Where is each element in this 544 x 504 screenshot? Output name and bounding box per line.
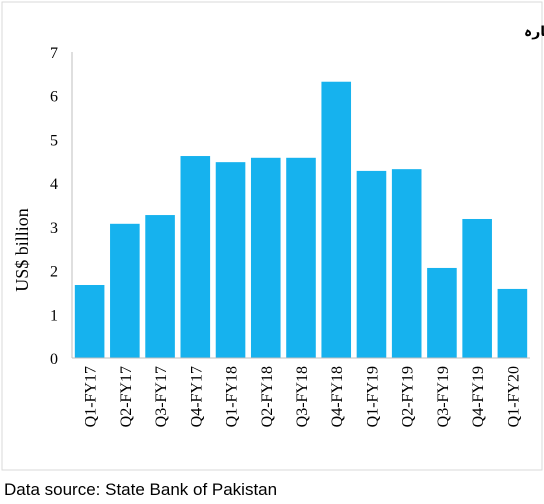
x-tick-label: Q1-FY20: [505, 366, 522, 427]
bar: [74, 284, 105, 358]
x-tick-label: Q4-FY18: [329, 366, 346, 427]
x-tick-label: Q1-FY19: [364, 366, 381, 427]
x-tick-label: Q3-FY18: [294, 366, 311, 427]
y-axis-label: US$ billion: [12, 208, 32, 292]
y-tick-label: 1: [50, 307, 58, 324]
bar: [250, 157, 281, 358]
x-tick-label: Q4-FY19: [470, 366, 487, 427]
source-note: Data source: State Bank of Pakistan: [4, 480, 277, 499]
bar: [321, 81, 352, 359]
bar: [462, 218, 492, 358]
bar: [110, 223, 140, 358]
bar: [286, 157, 316, 358]
bar: [215, 162, 246, 358]
bar: [180, 156, 211, 358]
y-tick-label: 0: [50, 351, 58, 368]
x-tick-label: Q4-FY17: [188, 366, 205, 427]
x-tick-label: Q2-FY19: [400, 366, 417, 427]
y-tick-label: 6: [50, 89, 58, 106]
bar: [427, 267, 457, 358]
y-tick-label: 2: [50, 264, 58, 281]
x-tick-label: Q3-FY19: [435, 366, 452, 427]
x-tick-label: Q2-FY18: [259, 366, 276, 427]
x-tick-label: Q2-FY17: [118, 366, 135, 427]
x-tick-label: Q1-FY18: [224, 366, 241, 427]
bar: [391, 169, 422, 358]
chart-title: شکل 5.3: جاری کھاتے کا خسارہ: [524, 24, 544, 40]
bar: [145, 215, 175, 358]
bar: [356, 170, 387, 358]
x-tick-label: Q1-FY17: [83, 366, 100, 427]
y-tick-label: 5: [50, 132, 58, 149]
bar: [497, 288, 528, 358]
y-tick-label: 4: [50, 176, 58, 193]
x-tick-label: Q3-FY17: [153, 366, 170, 427]
y-tick-label: 3: [50, 220, 58, 237]
y-tick-label: 7: [50, 45, 58, 62]
chart-border: [1, 1, 543, 471]
